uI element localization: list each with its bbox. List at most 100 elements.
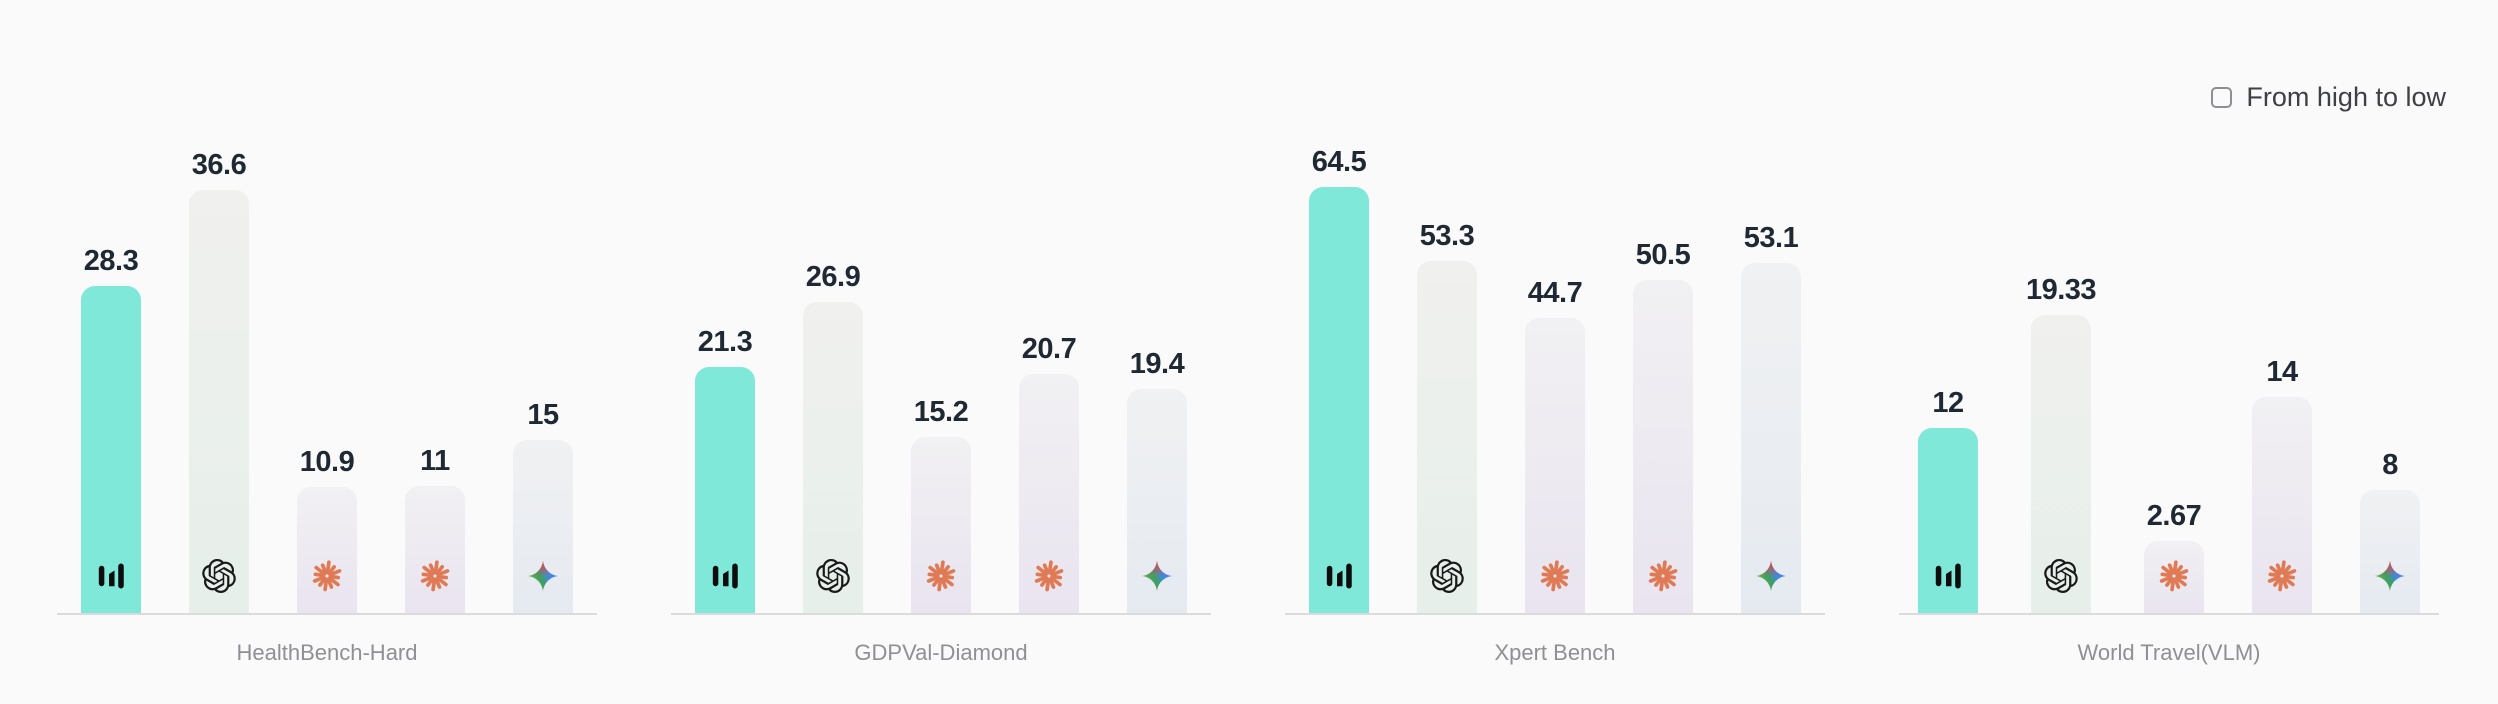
- bar-with-label: 11: [405, 445, 465, 613]
- bar-value-label: 28.3: [83, 245, 139, 277]
- bar-with-label: 19.4: [1127, 348, 1187, 613]
- benchmark-name-label: HealthBench-Hard: [236, 640, 418, 665]
- claude-logo-icon: [1032, 559, 1066, 593]
- gemini-logo-icon: [1140, 559, 1174, 593]
- bar-value-label: 8: [2382, 449, 2398, 481]
- bar-value-label: 2.67: [2146, 500, 2202, 532]
- bar-with-label: 15: [513, 399, 573, 613]
- bar-claude-model-1[interactable]: [297, 487, 357, 613]
- x-axis-line: [1899, 613, 2439, 615]
- bar-value-label: 21.3: [697, 326, 753, 358]
- bar-value-label: 12: [1932, 387, 1964, 419]
- bar-with-label: 10.9: [297, 446, 357, 613]
- bar-claude-model-2[interactable]: [405, 486, 465, 613]
- bar-with-label: 64.5: [1309, 146, 1369, 613]
- bar-openai-model[interactable]: [189, 190, 249, 613]
- claude-logo-icon: [1646, 559, 1680, 593]
- bar-group: 12 19.33 2.67 14 8: [1917, 274, 2421, 613]
- claude-logo-icon: [310, 559, 344, 593]
- chart-group-panel: 64.5 53.3 44.7 50.5 53.1 Xpert Bench: [1248, 0, 1862, 704]
- bar-value-label: 15: [527, 399, 559, 431]
- bar-highlighted-model[interactable]: [695, 367, 755, 613]
- claude-logo-icon: [1538, 559, 1572, 593]
- equalizer-logo-icon: [1322, 559, 1356, 593]
- chart-group-panel: 28.3 36.6 10.9 11 15 HealthBench-Hard: [20, 0, 634, 704]
- bar-value-label: 50.5: [1635, 239, 1691, 271]
- claude-logo-icon: [924, 559, 958, 593]
- x-axis-line: [1285, 613, 1825, 615]
- openai-logo-icon: [1430, 559, 1464, 593]
- bar-value-label: 20.7: [1021, 333, 1077, 365]
- bar-highlighted-model[interactable]: [1309, 187, 1369, 613]
- bar-openai-model[interactable]: [1417, 261, 1477, 613]
- bar-with-label: 12: [1917, 387, 1978, 613]
- claude-logo-icon: [2265, 559, 2299, 593]
- equalizer-logo-icon: [94, 559, 128, 593]
- bar-with-label: 8: [2360, 449, 2421, 613]
- bar-gemini-model[interactable]: [513, 440, 573, 613]
- bar-with-label: 14: [2252, 356, 2313, 613]
- benchmark-name-label: GDPVal-Diamond: [854, 640, 1028, 665]
- bar-value-label: 19.33: [2025, 274, 2097, 306]
- equalizer-logo-icon: [708, 559, 742, 593]
- openai-logo-icon: [2044, 559, 2078, 593]
- bar-claude-model-1[interactable]: [911, 437, 971, 613]
- claude-logo-icon: [418, 559, 452, 593]
- gemini-logo-icon: [526, 559, 560, 593]
- benchmark-name-label: World Travel(VLM): [2077, 640, 2261, 665]
- gemini-logo-icon: [1754, 559, 1788, 593]
- bar-with-label: 15.2: [911, 396, 971, 613]
- bar-with-label: 50.5: [1633, 239, 1693, 613]
- benchmark-bar-chart: 28.3 36.6 10.9 11 15 HealthBench-Hard 21.3 26.9…: [20, 0, 2476, 704]
- bar-value-label: 53.1: [1743, 222, 1799, 254]
- bar-with-label: 53.1: [1741, 222, 1801, 613]
- bar-value-label: 64.5: [1311, 146, 1367, 178]
- bar-value-label: 44.7: [1527, 277, 1583, 309]
- bar-claude-model-1[interactable]: [1525, 318, 1585, 613]
- bar-openai-model[interactable]: [2030, 315, 2091, 613]
- openai-logo-icon: [202, 559, 236, 593]
- chart-group-panel: 12 19.33 2.67 14 8 World Travel(VLM): [1862, 0, 2476, 704]
- sort-high-to-low-checkbox[interactable]: [2211, 87, 2233, 108]
- bar-with-label: 28.3: [81, 245, 141, 613]
- bar-highlighted-model[interactable]: [81, 286, 141, 613]
- sort-control: From high to low: [2211, 82, 2446, 113]
- bar-value-label: 36.6: [191, 149, 247, 181]
- bar-openai-model[interactable]: [803, 302, 863, 613]
- bar-claude-model-1[interactable]: [2144, 541, 2205, 613]
- bar-value-label: 14: [2266, 356, 2298, 388]
- bar-gemini-model[interactable]: [1741, 263, 1801, 613]
- bar-with-label: 21.3: [695, 326, 755, 613]
- bar-value-label: 11: [420, 445, 450, 477]
- bar-value-label: 19.4: [1129, 348, 1185, 380]
- bar-group: 28.3 36.6 10.9 11 15: [81, 149, 573, 613]
- bar-gemini-model[interactable]: [1127, 389, 1187, 613]
- bar-claude-model-2[interactable]: [1019, 374, 1079, 613]
- bar-with-label: 53.3: [1417, 220, 1477, 613]
- claude-logo-icon: [2157, 559, 2191, 593]
- x-axis-line: [57, 613, 597, 615]
- bar-with-label: 26.9: [803, 261, 863, 613]
- bar-with-label: 36.6: [189, 149, 249, 613]
- bar-value-label: 10.9: [299, 446, 355, 478]
- bar-highlighted-model[interactable]: [1917, 428, 1978, 613]
- openai-logo-icon: [816, 559, 850, 593]
- bar-group: 21.3 26.9 15.2 20.7 19.4: [695, 261, 1187, 613]
- bar-value-label: 53.3: [1419, 220, 1475, 252]
- bar-with-label: 44.7: [1525, 277, 1585, 613]
- benchmark-name-label: Xpert Bench: [1494, 640, 1616, 665]
- bar-gemini-model[interactable]: [2360, 490, 2421, 613]
- bar-value-label: 26.9: [805, 261, 861, 293]
- sort-high-to-low-label[interactable]: From high to low: [2246, 82, 2446, 112]
- bar-with-label: 2.67: [2144, 500, 2205, 613]
- bar-group: 64.5 53.3 44.7 50.5 53.1: [1309, 146, 1801, 613]
- bar-value-label: 15.2: [913, 396, 969, 428]
- bar-claude-model-2[interactable]: [1633, 280, 1693, 613]
- bar-with-label: 19.33: [2025, 274, 2097, 613]
- chart-group-panel: 21.3 26.9 15.2 20.7 19.4 GDPVal-Diamond: [634, 0, 1248, 704]
- bar-with-label: 20.7: [1019, 333, 1079, 613]
- gemini-logo-icon: [2373, 559, 2407, 593]
- x-axis-line: [671, 613, 1211, 615]
- bar-claude-model-2[interactable]: [2252, 397, 2313, 613]
- equalizer-logo-icon: [1931, 559, 1965, 593]
